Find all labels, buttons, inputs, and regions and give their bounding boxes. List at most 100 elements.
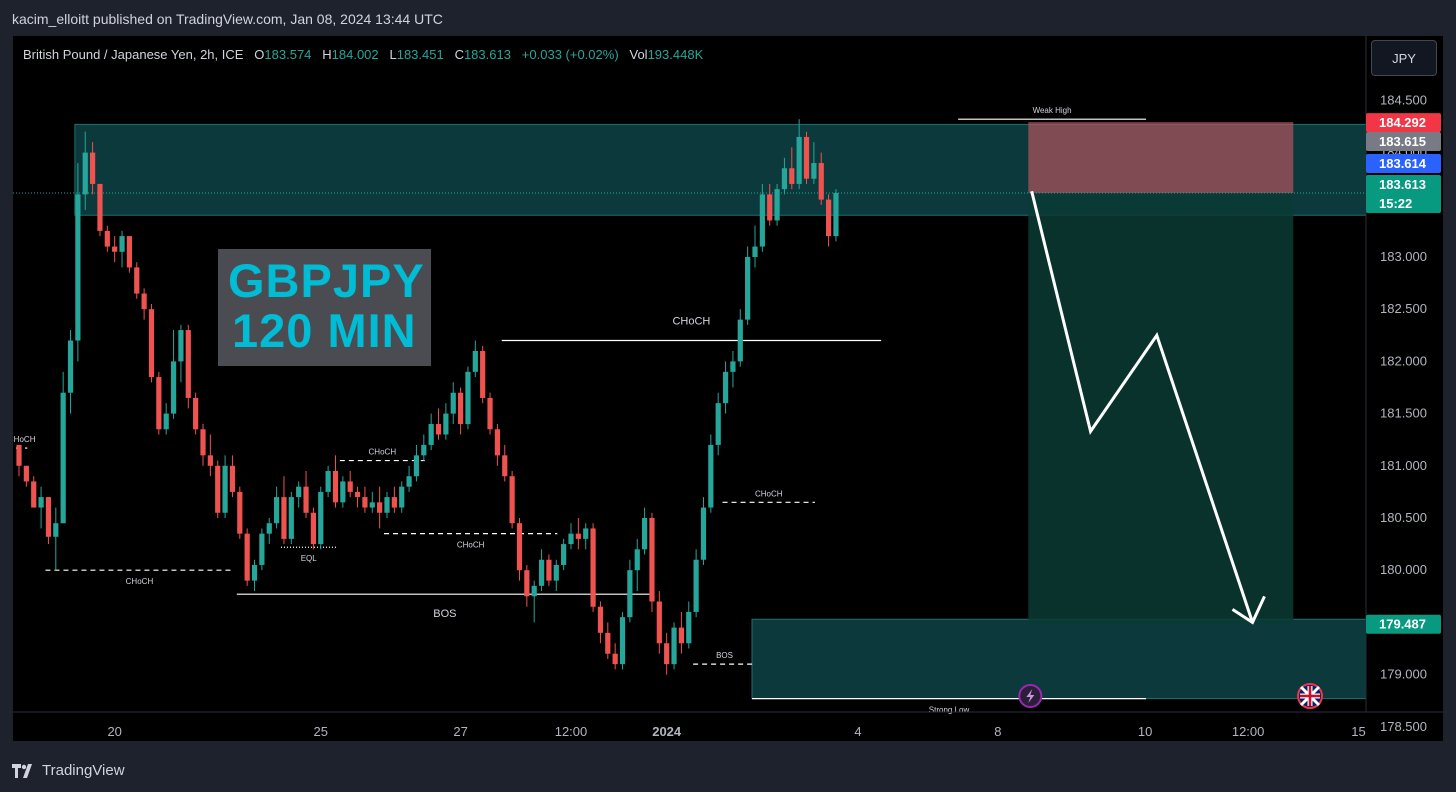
candle-body	[178, 330, 184, 362]
candle-body	[664, 643, 670, 665]
candle-body	[215, 465, 221, 513]
candle-body	[251, 564, 258, 581]
x-tick-label: 25	[314, 724, 328, 739]
candle-body	[53, 523, 59, 537]
candle-body	[384, 497, 390, 513]
candle-body	[119, 236, 125, 252]
candle-body	[803, 136, 810, 179]
annotation-label-10: EQL	[301, 554, 318, 563]
y-tick-label: 181.500	[1380, 406, 1427, 421]
candle-body	[524, 570, 530, 597]
candle-body	[767, 194, 773, 221]
annotation-label-4: BOS	[716, 651, 733, 660]
candle-body	[590, 528, 596, 607]
tradingview-brand: TradingView	[42, 762, 125, 779]
candle-body	[833, 193, 839, 237]
candle-body	[693, 559, 699, 612]
candle-body	[487, 397, 493, 430]
candle-body	[722, 371, 729, 404]
candle-body	[708, 444, 714, 508]
price-label-text-3: 183.613	[1379, 177, 1426, 192]
candle-body	[112, 246, 118, 252]
candle-body	[605, 632, 611, 654]
candle-body	[90, 152, 96, 184]
y-tick-label: 183.000	[1380, 249, 1427, 264]
candle-body	[67, 340, 74, 393]
candle-body	[818, 163, 824, 200]
price-label-4	[1366, 614, 1441, 634]
high-label: H	[322, 47, 332, 62]
candle-body	[671, 627, 677, 665]
open-label: O	[254, 47, 265, 62]
candle-body	[347, 481, 353, 492]
currency-button[interactable]: JPY	[1371, 40, 1437, 76]
price-label-0	[1366, 113, 1441, 133]
price-label-text-1: 183.615	[1379, 134, 1426, 149]
candle-body	[82, 152, 88, 195]
stop-loss-zone	[1028, 122, 1294, 194]
candle-body	[325, 471, 331, 492]
candle-body	[730, 361, 736, 372]
candle-body	[193, 397, 199, 430]
candle-body	[244, 533, 250, 581]
vol-value: 193.448K	[647, 47, 704, 62]
candle-body	[310, 512, 316, 545]
annotation-label-6: CHoCH	[126, 577, 154, 586]
candle-body	[126, 236, 132, 268]
candle-body	[134, 267, 140, 294]
chart-canvas[interactable]: Weak High Strong Low CHoCH BOS BOS CHoCH CHoCH…	[13, 36, 1443, 741]
candle-body	[413, 455, 420, 477]
candle-body	[281, 497, 287, 539]
candle-body	[575, 533, 581, 539]
x-tick-label: 12:00	[555, 724, 588, 739]
candle-body	[340, 481, 346, 503]
candle-body	[303, 486, 309, 513]
candle-body	[163, 413, 169, 430]
candle-body	[200, 429, 206, 456]
candle-body	[31, 481, 37, 508]
take-profit-zone	[1028, 193, 1294, 624]
high-value: 184.002	[331, 47, 379, 62]
tradingview-logo[interactable]: TradingView	[12, 762, 125, 779]
candle-body	[516, 523, 523, 571]
candle-body	[170, 361, 177, 414]
tradingview-logo-icon	[12, 763, 32, 778]
price-label-3	[1366, 175, 1441, 213]
x-tick-label: 27	[453, 724, 467, 739]
candle-body	[421, 444, 427, 456]
publish-header: kacim_elloitt published on TradingView.c…	[0, 0, 1456, 36]
annotation-label-5: CHoCH	[13, 435, 36, 444]
y-tick-label: 181.000	[1380, 458, 1427, 473]
candle-body	[185, 330, 191, 398]
candle-body	[538, 559, 545, 586]
candle-body	[362, 497, 368, 508]
candle-body	[23, 465, 29, 482]
candle-body	[774, 189, 780, 221]
y-tick-label: 184.500	[1380, 92, 1427, 107]
candle-body	[480, 350, 486, 398]
candle-body	[745, 257, 751, 320]
candle-body	[75, 194, 81, 341]
vol-label: Vol	[629, 47, 648, 62]
overlay-title-box: GBPJPY 120 MIN	[218, 249, 431, 366]
y-tick-label: 180.000	[1380, 562, 1427, 577]
candle-body	[583, 528, 589, 539]
candle-body	[568, 533, 574, 545]
candle-body	[811, 163, 817, 179]
x-tick-label: 2024	[652, 724, 682, 739]
candle-body	[781, 168, 788, 190]
candle-body	[16, 444, 22, 466]
candle-body	[634, 549, 640, 571]
close-value: 183.613	[463, 47, 511, 62]
candle-body	[288, 497, 294, 539]
annotation-label-0: Weak High	[1033, 106, 1072, 115]
candle-body	[612, 653, 618, 665]
candle-body	[318, 491, 324, 545]
candle-body	[450, 392, 456, 414]
ohlc-legend: British Pound / Japanese Yen, 2h, ICE O 1…	[23, 47, 703, 62]
symbol-name[interactable]: British Pound / Japanese Yen, 2h, ICE	[23, 47, 244, 62]
candle-body	[531, 585, 537, 597]
y-tick-label: 178.500	[1380, 719, 1427, 734]
low-value: 183.451	[396, 47, 444, 62]
chart-area[interactable]: Weak High Strong Low CHoCH BOS BOS CHoCH CHoCH…	[13, 36, 1443, 741]
